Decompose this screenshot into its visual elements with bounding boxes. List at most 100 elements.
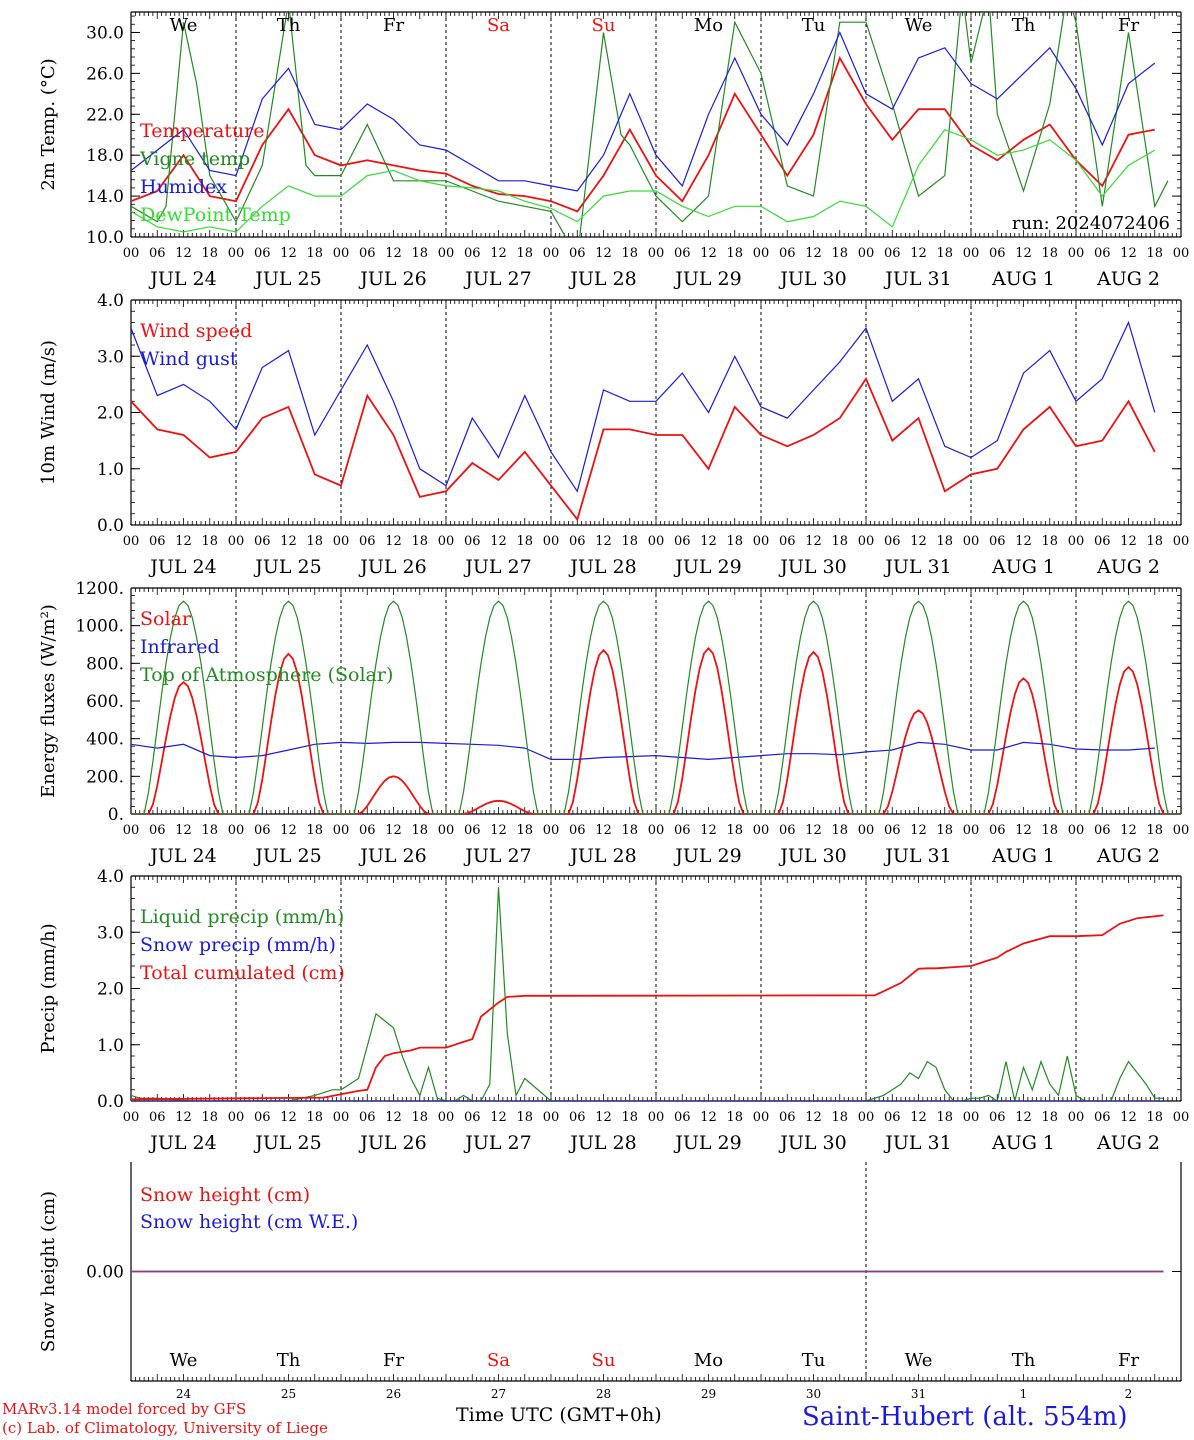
x-date-label: AUG 1: [991, 268, 1055, 290]
weekday-label: Fr: [1118, 1350, 1139, 1371]
weekday-label: We: [905, 1350, 933, 1371]
x-hour-label: 00: [1173, 823, 1190, 838]
x-hour-label: 18: [831, 823, 848, 838]
x-hour-label: 12: [280, 534, 297, 549]
x-hour-label: 18: [411, 534, 428, 549]
x-hour-label: 12: [595, 823, 612, 838]
weekday-label: We: [170, 15, 198, 36]
panel-4: [130, 875, 1182, 1102]
x-date-label: AUG 1: [991, 1132, 1055, 1154]
x-hour-label: 18: [936, 1110, 953, 1125]
x-hour-label: 00: [333, 1110, 350, 1125]
weekday-label: Fr: [1118, 15, 1139, 36]
legend-label: Snow height (cm): [140, 1184, 310, 1206]
x-hour-label: 12: [1120, 823, 1137, 838]
x-hour-label: 12: [805, 1110, 822, 1125]
series-line-blue: [131, 741, 1155, 761]
x-date-label: JUL 27: [463, 1132, 531, 1154]
x-date-label: JUL 31: [883, 556, 951, 578]
x-hour-label: 06: [569, 823, 586, 838]
x-hour-label: 06: [884, 534, 901, 549]
x-hour-label: 06: [989, 246, 1006, 261]
y-tick-label: 3.0: [97, 923, 124, 943]
run-label: run: 2024072406: [1012, 213, 1170, 234]
x-date-label: JUL 30: [778, 845, 846, 867]
x-hour-label: 12: [1015, 534, 1032, 549]
x-hour-label: 00: [228, 246, 245, 261]
x-hour-label: 00: [963, 1110, 980, 1125]
x-hour-label: 18: [306, 246, 323, 261]
x-hour-label: 18: [1041, 246, 1058, 261]
y-tick-label: 1.0: [97, 460, 124, 480]
x-hour-label: 18: [936, 534, 953, 549]
x-date-label: JUL 26: [358, 268, 426, 290]
x-hour-label: 00: [543, 534, 560, 549]
panel-3: [130, 587, 1182, 815]
x-hour-label: 18: [516, 534, 533, 549]
x-hour-label: 12: [1120, 246, 1137, 261]
series-line-lightgreen: [131, 128, 1156, 233]
x-hour-label: 06: [779, 1110, 796, 1125]
x-hour-label: 00: [1068, 823, 1085, 838]
y-tick-label: 3.0: [97, 347, 124, 367]
legend-label: DewPoint Temp: [140, 204, 291, 226]
x-date-label: JUL 31: [883, 268, 951, 290]
weekday-label: Su: [592, 15, 616, 36]
y-tick-label: 0.: [108, 805, 124, 825]
x-hour-label: 00: [438, 1110, 455, 1125]
day-number-label: 28: [596, 1387, 611, 1401]
x-hour-label: 06: [149, 823, 166, 838]
legend-label: Infrared: [140, 636, 220, 658]
day-number-label: 29: [701, 1387, 716, 1401]
x-hour-label: 12: [490, 246, 507, 261]
x-hour-label: 12: [385, 534, 402, 549]
x-hour-label: 00: [438, 534, 455, 549]
series-line-blue: [131, 30, 1156, 192]
legend-label: Top of Atmosphere (Solar): [140, 664, 393, 686]
x-hour-label: 18: [936, 823, 953, 838]
y-axis-label: 10m Wind (m/s): [38, 340, 59, 485]
x-date-label: AUG 2: [1096, 845, 1160, 867]
legend-label: Wind speed: [140, 320, 252, 342]
x-date-label: AUG 1: [991, 845, 1055, 867]
x-hour-label: 06: [464, 534, 481, 549]
x-hour-label: 18: [1041, 1110, 1058, 1125]
y-axis-label: 2m Temp. (°C): [38, 58, 59, 190]
x-hour-label: 00: [858, 246, 875, 261]
legend-label: Snow height (cm W.E.): [140, 1211, 358, 1233]
x-hour-label: 00: [963, 246, 980, 261]
x-hour-label: 12: [175, 823, 192, 838]
x-hour-label: 12: [805, 534, 822, 549]
x-hour-label: 00: [648, 246, 665, 261]
x-hour-label: 12: [280, 246, 297, 261]
x-hour-label: 06: [464, 823, 481, 838]
x-hour-label: 00: [1068, 1110, 1085, 1125]
x-hour-label: 12: [385, 246, 402, 261]
x-hour-label: 06: [1094, 823, 1111, 838]
x-hour-label: 00: [648, 534, 665, 549]
y-tick-label: 30.0: [86, 23, 124, 43]
x-hour-label: 06: [674, 823, 691, 838]
x-hour-label: 06: [359, 823, 376, 838]
x-hour-label: 12: [1015, 823, 1032, 838]
legend-label: Humidex: [140, 176, 227, 198]
x-date-label: JUL 25: [253, 556, 321, 578]
x-hour-label: 06: [674, 246, 691, 261]
x-hour-label: 18: [1041, 534, 1058, 549]
x-hour-label: 00: [333, 246, 350, 261]
series-line-red: [131, 914, 1164, 1101]
model-credit: MARv3.14 model forced by GFS: [2, 1400, 247, 1418]
x-date-label: JUL 29: [673, 845, 741, 867]
x-hour-label: 18: [516, 823, 533, 838]
x-hour-label: 18: [1146, 1110, 1163, 1125]
x-hour-label: 00: [753, 1110, 770, 1125]
series-line-red: [131, 55, 1155, 213]
x-hour-label: 12: [490, 534, 507, 549]
x-hour-label: 06: [464, 246, 481, 261]
day-number-label: 26: [386, 1387, 401, 1401]
x-hour-label: 12: [175, 1110, 192, 1125]
x-hour-label: 18: [621, 823, 638, 838]
legend-label: Liquid precip (mm/h): [140, 906, 344, 928]
x-hour-label: 12: [1120, 1110, 1137, 1125]
